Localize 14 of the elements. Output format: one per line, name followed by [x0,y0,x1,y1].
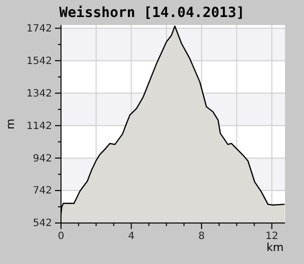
y-tick-label: 1342 [26,88,52,100]
y-tick-label: 1542 [26,56,52,67]
x-tick-label: 12 [265,231,278,242]
x-axis-title: km [266,241,284,254]
y-axis-title: m [4,118,17,130]
y-tick-label: 542 [32,218,52,230]
y-tick-label: 1142 [26,120,52,132]
x-tick-label: 8 [198,231,205,242]
y-tick-label: 942 [32,153,52,164]
x-tick-label: 4 [128,231,134,242]
y-tick-label: 742 [32,186,52,197]
x-tick-label: 0 [58,231,64,242]
y-tick-label: 1742 [26,23,52,34]
chart-title: Weisshorn [14.04.2013] [59,5,245,21]
